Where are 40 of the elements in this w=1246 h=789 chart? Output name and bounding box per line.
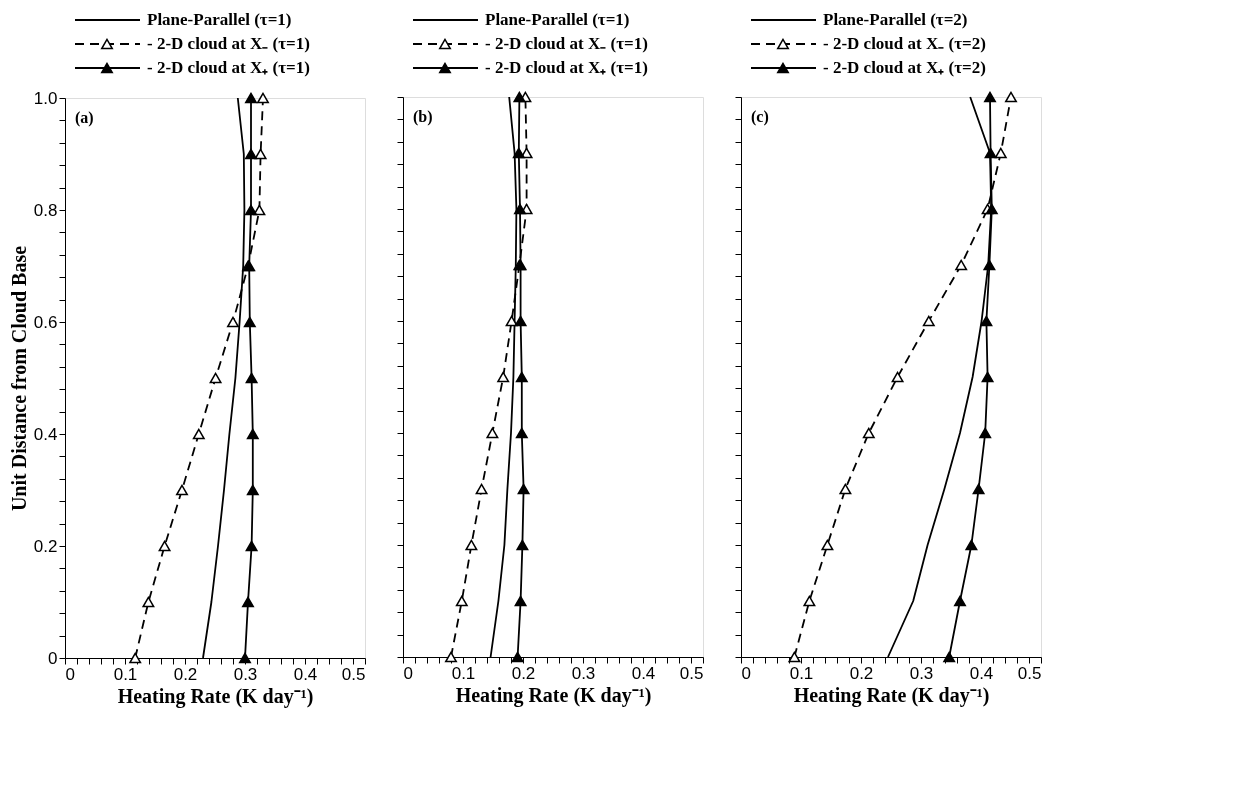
- x-tick-label: 0.2: [173, 664, 198, 684]
- x-tick-label: 0.3: [571, 663, 596, 683]
- y-tick-label: 0.2: [33, 536, 58, 556]
- x-tick-label: 0.4: [293, 664, 318, 684]
- x-tick-label: 0.5: [341, 664, 366, 684]
- y-tick-label: 1.0: [33, 88, 58, 108]
- x-tick-label: 0: [403, 663, 413, 683]
- y-tick-label: 0.4: [33, 424, 58, 444]
- x-tick-label: 0.5: [679, 663, 704, 683]
- x-tick-label: 0: [65, 664, 75, 684]
- x-tick-label: 0.2: [849, 663, 874, 683]
- legend-label: - 2-D cloud at X₊ (τ=1): [485, 58, 648, 77]
- x-tick-label: 0.1: [113, 664, 138, 684]
- legend-label: Plane-Parallel (τ=1): [147, 10, 292, 29]
- x-tick-label: 0.3: [909, 663, 934, 683]
- x-axis-title: Heating Rate (K day⁻¹): [793, 683, 990, 707]
- annotation: (c): [751, 108, 769, 126]
- legend-label: - 2-D cloud at X₊ (τ=1): [147, 58, 310, 77]
- x-tick-label: 0: [741, 663, 751, 683]
- annotation: (b): [413, 108, 433, 126]
- x-tick-label: 0.4: [969, 663, 994, 683]
- y-tick-label: 0.6: [33, 312, 58, 332]
- x-tick-label: 0.1: [451, 663, 476, 683]
- x-tick-label: 0.2: [511, 663, 536, 683]
- annotation: (a): [75, 109, 94, 127]
- x-axis-title: Heating Rate (K day⁻¹): [455, 683, 652, 707]
- x-axis-title: Heating Rate (K day⁻¹): [117, 684, 314, 708]
- x-tick-label: 0.3: [233, 664, 258, 684]
- legend-label: - 2-D cloud at X₋ (τ=2): [823, 34, 986, 53]
- y-tick-label: 0: [48, 648, 58, 668]
- x-tick-label: 0.5: [1017, 663, 1042, 683]
- x-tick-label: 0.4: [631, 663, 656, 683]
- legend-label: Plane-Parallel (τ=1): [485, 10, 630, 29]
- legend-label: - 2-D cloud at X₊ (τ=2): [823, 58, 986, 77]
- legend-label: - 2-D cloud at X₋ (τ=1): [147, 34, 310, 53]
- x-tick-label: 0.1: [789, 663, 814, 683]
- y-tick-label: 0.8: [33, 200, 58, 220]
- y-axis-title: Unit Distance from Cloud Base: [7, 245, 30, 512]
- legend-label: - 2-D cloud at X₋ (τ=1): [485, 34, 648, 53]
- legend-label: Plane-Parallel (τ=2): [823, 10, 968, 29]
